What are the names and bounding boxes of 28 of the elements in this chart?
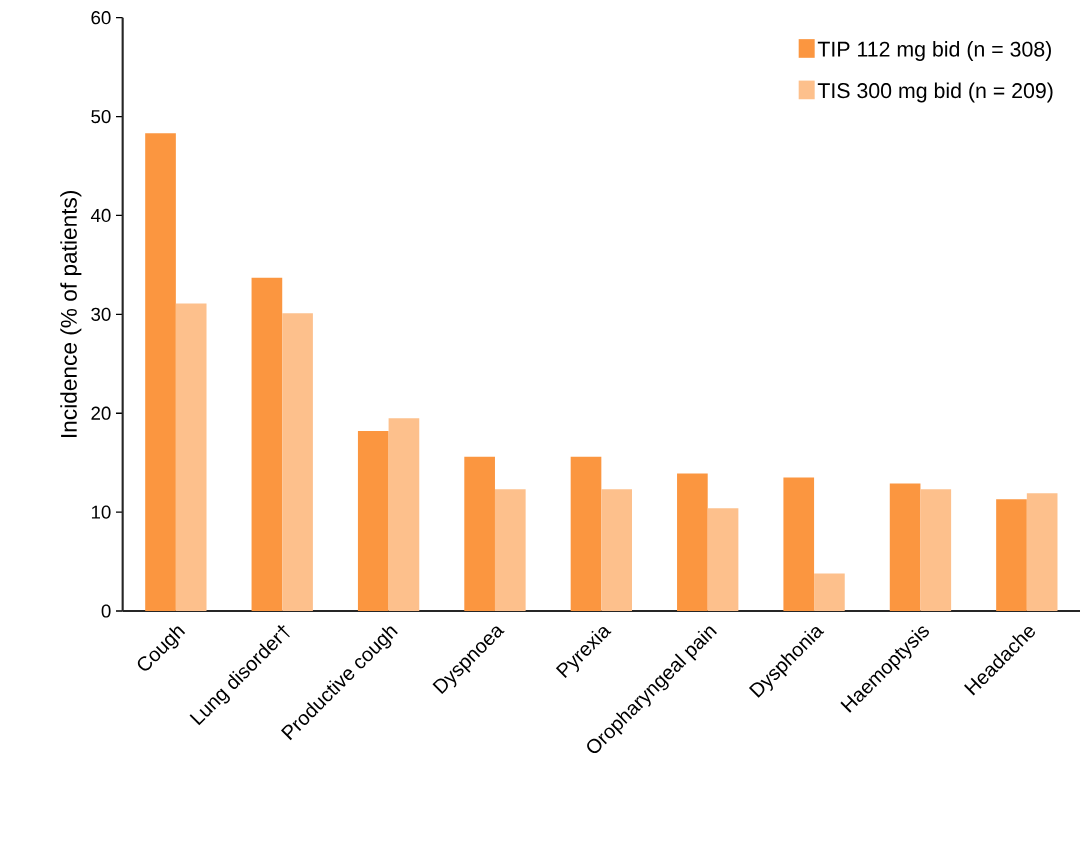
bar [783,477,815,611]
legend-label: TIP 112 mg bid (n = 308) [817,41,1051,61]
y-tick-label: 30 [91,307,111,321]
bar [889,483,921,611]
bar [814,573,845,611]
y-axis-title: Incidence (% of patients) [60,191,82,437]
bar [494,489,526,611]
y-tick-label: 10 [91,505,111,519]
bar [920,489,952,611]
bar [996,499,1027,611]
bar [145,133,176,611]
bar [357,431,389,611]
bar [388,418,420,611]
bar [677,473,708,611]
y-tick-label: 40 [90,208,111,223]
y-tick-label: 60 [91,11,111,25]
bar [282,313,313,611]
y-tick-label: 0 [101,604,111,618]
legend-label: TIS 300 mg bid (n = 209) [817,82,1053,103]
bar [601,489,633,611]
y-tick-label: 20 [91,406,111,420]
bar [570,456,602,611]
bar [464,456,495,611]
bar [707,508,739,611]
y-tick-label: 50 [91,109,111,124]
bar [175,303,207,611]
bar [251,277,283,611]
bar [1026,493,1058,611]
